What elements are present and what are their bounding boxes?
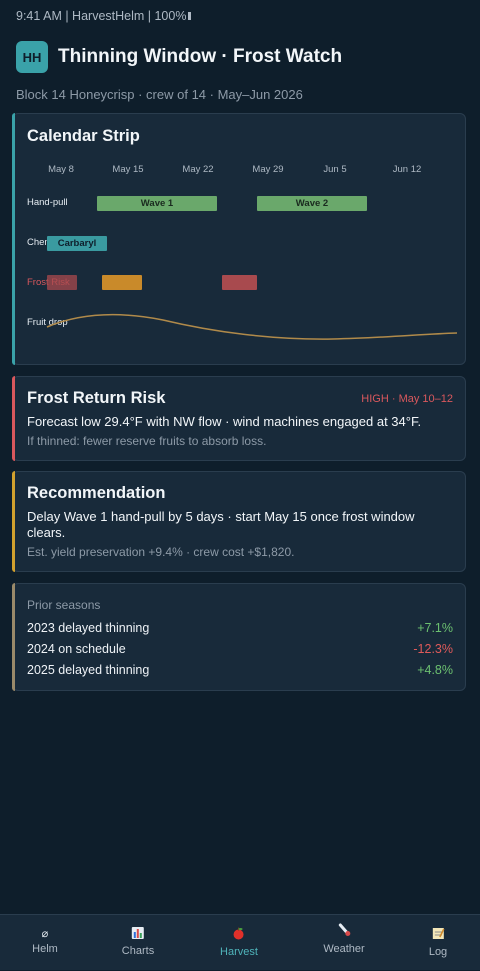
tab-weather[interactable]: Weather bbox=[323, 915, 365, 971]
recommendation-note: Est. yield preservation +9.4% · crew cos… bbox=[27, 545, 295, 559]
apple-icon bbox=[220, 927, 258, 944]
prior-season-row: 2024 on schedule -12.3% bbox=[27, 642, 453, 656]
bottom-tab-bar: ⌀ Helm Charts Harvest Weather Log bbox=[0, 914, 480, 970]
battery-icon bbox=[188, 12, 192, 20]
prior-season-value: +7.1% bbox=[417, 621, 453, 635]
tab-harvest[interactable]: Harvest bbox=[220, 915, 258, 971]
status-bar: 9:41 AM | HarvestHelm | 100% bbox=[16, 9, 192, 23]
prior-season-label: 2024 on schedule bbox=[27, 642, 126, 656]
wave-2-bar[interactable]: Wave 2 bbox=[257, 196, 367, 211]
recommendation-text: Delay Wave 1 hand-pull by 5 days · start… bbox=[27, 509, 415, 524]
prior-season-value: -12.3% bbox=[413, 642, 453, 656]
frost-risk-block[interactable] bbox=[47, 275, 77, 290]
prior-seasons-card: Prior seasons 2023 delayed thinning +7.1… bbox=[12, 583, 466, 691]
frost-risk-block[interactable] bbox=[102, 275, 142, 290]
frost-risk-card: Frost Return Risk HIGH · May 10–12 Forec… bbox=[12, 376, 466, 461]
app-header: HH Thinning Window · Frost Watch bbox=[16, 41, 342, 73]
prior-season-row: 2025 delayed thinning +4.8% bbox=[27, 663, 453, 677]
date-label: May 22 bbox=[182, 164, 214, 175]
recommendation-text-cont: clears. bbox=[27, 525, 66, 540]
risk-level-badge: HIGH · May 10–12 bbox=[361, 393, 453, 405]
calendar-strip-card: Calendar Strip May 8 May 15 May 22 May 2… bbox=[12, 113, 466, 365]
prior-season-row: 2023 delayed thinning +7.1% bbox=[27, 621, 453, 635]
tab-helm[interactable]: ⌀ Helm bbox=[32, 915, 58, 971]
date-label: May 15 bbox=[112, 164, 144, 175]
frost-forecast-text: Forecast low 29.4°F with NW flow · wind … bbox=[27, 414, 422, 429]
row-label-hand-pull: Hand-pull bbox=[27, 197, 68, 208]
date-label: May 8 bbox=[48, 164, 74, 175]
tab-label: Charts bbox=[121, 945, 155, 957]
tab-label: Helm bbox=[32, 943, 58, 955]
wave-1-bar[interactable]: Wave 1 bbox=[97, 196, 217, 211]
notepad-icon bbox=[429, 927, 447, 944]
tab-log[interactable]: Log bbox=[429, 915, 447, 971]
tab-charts[interactable]: Charts bbox=[122, 915, 154, 971]
calendar-strip-title: Calendar Strip bbox=[27, 127, 140, 145]
frost-note-text: If thinned: fewer reserve fruits to abso… bbox=[27, 434, 267, 448]
thermometer-icon bbox=[323, 923, 364, 941]
carbaryl-bar[interactable]: Carbaryl bbox=[47, 236, 107, 251]
frost-risk-block[interactable] bbox=[222, 275, 257, 290]
row-label-fruit-drop: Fruit drop bbox=[27, 317, 68, 328]
prior-seasons-heading: Prior seasons bbox=[27, 598, 101, 612]
frost-risk-title: Frost Return Risk bbox=[27, 389, 166, 407]
tab-label: Harvest bbox=[220, 946, 258, 958]
date-label: May 29 bbox=[252, 164, 284, 175]
bar-chart-icon bbox=[122, 927, 154, 943]
date-label: Jun 5 bbox=[323, 164, 347, 175]
tab-label: Weather bbox=[323, 943, 365, 955]
page-title: Thinning Window · Frost Watch bbox=[58, 46, 343, 67]
recommendation-card: Recommendation Delay Wave 1 hand-pull by… bbox=[12, 471, 466, 572]
page-subtitle: Block 14 Honeycrisp · crew of 14 · May–J… bbox=[16, 87, 303, 102]
fruit-drop-curve bbox=[46, 313, 458, 340]
status-text: 9:41 AM | HarvestHelm | 100% bbox=[16, 9, 187, 23]
prior-season-label: 2023 delayed thinning bbox=[27, 621, 150, 635]
compass-icon: ⌀ bbox=[41, 928, 49, 940]
app-logo-icon: HH bbox=[16, 41, 48, 73]
prior-season-label: 2025 delayed thinning bbox=[27, 663, 150, 677]
recommendation-title: Recommendation bbox=[27, 484, 166, 502]
prior-season-value: +4.8% bbox=[417, 663, 453, 677]
date-label: Jun 12 bbox=[392, 164, 422, 175]
tab-label: Log bbox=[428, 946, 448, 958]
row-label-chem: Chem bbox=[27, 237, 53, 248]
